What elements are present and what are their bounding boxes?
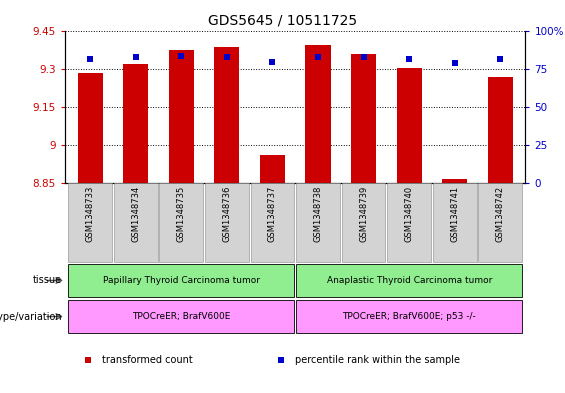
Bar <box>68 183 112 263</box>
Text: TPOCreER; BrafV600E; p53 -/-: TPOCreER; BrafV600E; p53 -/- <box>342 312 476 321</box>
Bar <box>342 183 385 263</box>
Point <box>496 55 505 62</box>
Bar <box>306 45 331 183</box>
Bar <box>205 183 249 263</box>
Text: Anaplastic Thyroid Carcinoma tumor: Anaplastic Thyroid Carcinoma tumor <box>327 276 492 285</box>
Text: GSM1348734: GSM1348734 <box>131 185 140 242</box>
Point <box>359 54 368 61</box>
Bar <box>296 183 340 263</box>
Bar <box>68 264 294 297</box>
Text: GSM1348739: GSM1348739 <box>359 185 368 242</box>
Bar <box>433 183 477 263</box>
Bar <box>388 183 431 263</box>
Point <box>131 54 140 61</box>
Bar <box>169 50 194 183</box>
Point <box>85 55 94 62</box>
Bar <box>214 47 240 183</box>
Bar <box>442 179 467 183</box>
Bar <box>479 183 522 263</box>
Bar <box>296 264 522 297</box>
Text: tissue: tissue <box>33 275 62 285</box>
Text: GDS5645 / 10511725: GDS5645 / 10511725 <box>208 13 357 28</box>
Bar <box>250 183 294 263</box>
Text: GSM1348738: GSM1348738 <box>314 185 323 242</box>
Bar <box>296 300 522 333</box>
Bar <box>114 183 158 263</box>
Text: percentile rank within the sample: percentile rank within the sample <box>295 355 460 365</box>
Text: Papillary Thyroid Carcinoma tumor: Papillary Thyroid Carcinoma tumor <box>103 276 260 285</box>
Bar <box>397 68 421 183</box>
Point <box>405 55 414 62</box>
Point <box>277 357 286 363</box>
Point <box>450 60 459 66</box>
Bar <box>77 73 103 183</box>
Bar <box>123 64 148 183</box>
Point <box>177 53 186 59</box>
Text: GSM1348742: GSM1348742 <box>496 185 505 242</box>
Text: genotype/variation: genotype/variation <box>0 312 62 321</box>
Text: GSM1348741: GSM1348741 <box>450 185 459 242</box>
Point <box>314 54 323 61</box>
Point <box>268 59 277 65</box>
Text: GSM1348735: GSM1348735 <box>177 185 186 242</box>
Point <box>84 357 93 363</box>
Text: GSM1348736: GSM1348736 <box>222 185 231 242</box>
Text: GSM1348740: GSM1348740 <box>405 185 414 242</box>
Text: GSM1348733: GSM1348733 <box>85 185 94 242</box>
Bar <box>488 77 513 183</box>
Bar <box>260 155 285 183</box>
Bar <box>68 300 294 333</box>
Text: GSM1348737: GSM1348737 <box>268 185 277 242</box>
Bar <box>159 183 203 263</box>
Point <box>222 54 231 61</box>
Text: TPOCreER; BrafV600E: TPOCreER; BrafV600E <box>132 312 231 321</box>
Bar <box>351 54 376 183</box>
Text: transformed count: transformed count <box>102 355 193 365</box>
